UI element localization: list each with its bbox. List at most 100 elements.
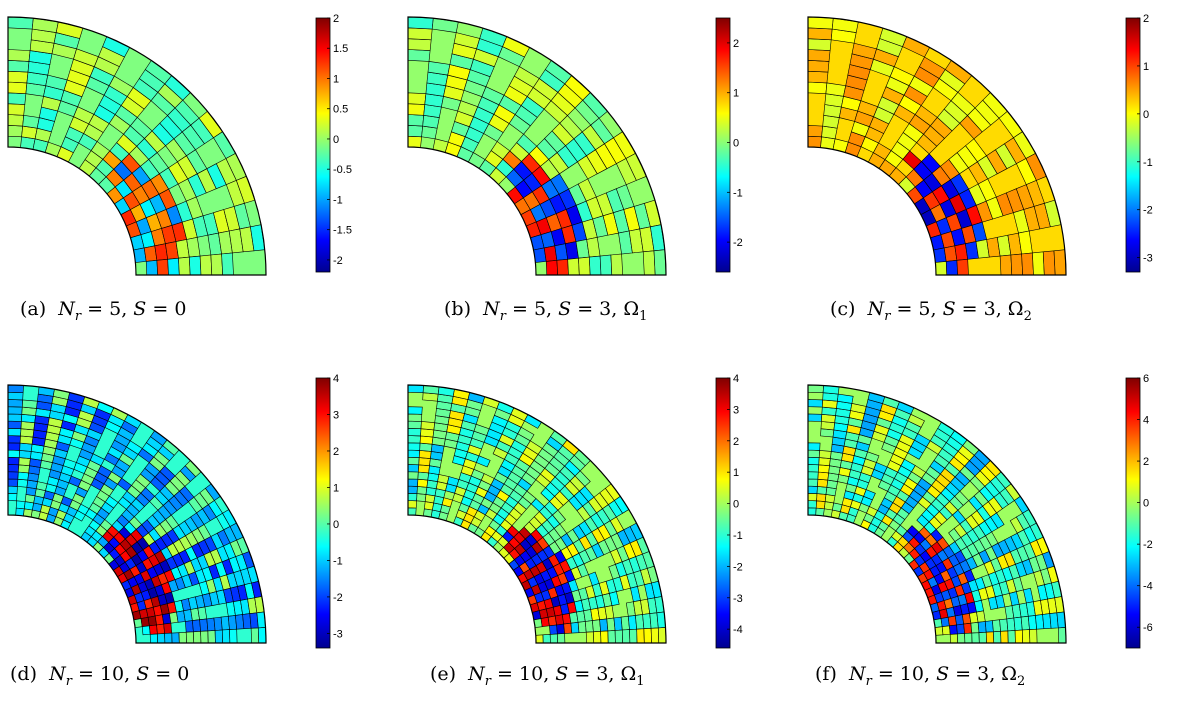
colorbar-tick-label: 2 [733,436,739,448]
panel-c: 2 1 0 -1 -2 -3 (c) Nr = 5, S = 3, Ω2 [800,0,1190,352]
contour-cell [657,627,666,643]
colorbar-tick-label: 0 [1143,109,1149,121]
contour-cell [229,628,238,643]
contour-cell [156,258,169,275]
contour-plot-e: 4 3 2 1 0 -1 -2 -3 -4 [407,373,743,649]
colorbar-tick-label: -1 [733,187,743,199]
contour-cell [408,38,432,51]
contour-cell [907,413,925,428]
contour-cell [18,450,32,459]
contour-cell [808,413,823,422]
contour-cell [535,634,544,643]
contour-cell [178,631,187,643]
contour-cell [408,435,421,444]
contour-cell [941,625,951,636]
contour-field [808,17,1066,275]
colorbar-tick-label: 2 [333,446,339,458]
colorbar-tick-label: -2 [733,561,743,573]
colorbar-tick-label: 1.5 [333,43,348,55]
contour-cell [145,259,159,275]
contour-cell [417,471,430,481]
contour-cell [808,124,824,138]
contour-cell [408,507,417,516]
contour-cell [808,399,824,408]
contour-cell [408,449,421,458]
contour-cell [8,70,29,84]
contour-field [408,385,666,643]
sector-outline [807,16,1067,276]
caption-label: (c) [830,298,856,320]
caption-label: (f) [815,663,837,685]
contour-cell [999,618,1009,632]
contour-cell [200,630,209,643]
colorbar-tick-label: -1.5 [333,225,352,237]
contour-cell [545,259,559,275]
contour-cell [1053,249,1066,275]
contour-cell [808,385,824,394]
caption-label: (d) [10,663,37,685]
contour-cell [985,631,995,643]
contour-cell [21,399,38,409]
contour-cell [408,456,420,466]
colorbar-tick-label: -4 [1143,581,1153,593]
contour-cell [15,500,26,510]
contour-cell [8,92,27,105]
contour-cell [17,471,30,481]
contour-cell [817,471,830,481]
contour-cell [949,624,958,635]
colorbar-tick-label: -6 [1143,622,1153,634]
contour-cell [1057,627,1066,643]
contour-cell [18,457,31,467]
contour-cell [149,624,158,635]
colorbar-tick-label: 1 [333,482,339,494]
contour-cell [949,633,959,643]
contour-cell [808,471,819,480]
contour-cell [250,627,260,643]
contour-cell [556,258,569,275]
contour-cell [517,426,535,442]
contour-cell [614,629,624,643]
contour-cell [599,254,613,275]
contour-cell [599,618,609,632]
contour-cell [865,451,880,463]
caption-e: (e) Nr = 10, S = 3, Ω1 [430,663,645,689]
panel-e: 4 3 2 1 0 -1 -2 -3 -4 (e) Nr = 10, S = 3, Ω1 [400,368,796,720]
contour-cell [650,627,660,643]
contour-cell [1029,628,1038,643]
contour-cell [221,252,234,275]
panel-f: 6 4 2 0 -2 -4 -6 (f) Nr = 10, S = 3, Ω2 [800,368,1190,720]
contour-cell [408,385,424,394]
sector-outline [7,384,267,644]
colorbar-tick-label: 0 [733,499,739,511]
contour-cell [22,114,40,129]
contour-cell [808,464,820,473]
contour-cell [607,630,616,643]
contour-cell [570,621,580,634]
contour-cell [621,629,631,643]
contour-cell [408,442,421,451]
contour-cell [408,114,425,127]
contour-cell [577,621,587,634]
contour-cell [210,253,224,275]
contour-cell [984,620,994,633]
contour-cell [19,442,33,452]
contour-cell [970,621,980,634]
contour-cell [808,485,818,494]
contour-cell [945,259,959,275]
colorbar [715,17,731,273]
colorbar-tick-label: 0 [333,134,339,146]
contour-cell [963,622,973,634]
contour-cell [808,70,829,84]
colorbar-tick-label: -1 [1143,157,1153,169]
contour-cell [408,135,422,148]
colorbar [715,377,731,649]
panel-a: 2 1.5 1 0.5 0 -0.5 -1 -1.5 -2 (a) Nr = 5, S = 0 [0,0,396,352]
contour-cell [549,633,559,643]
contour-cell [8,435,21,444]
colorbar-tick-label: -1 [733,530,743,542]
contour-cell [818,457,831,467]
contour-cell [416,493,427,502]
contour-cell [17,464,30,474]
contour-plot-b: 2 1 0 -1 -2 [407,16,743,276]
contour-cell [588,255,602,275]
